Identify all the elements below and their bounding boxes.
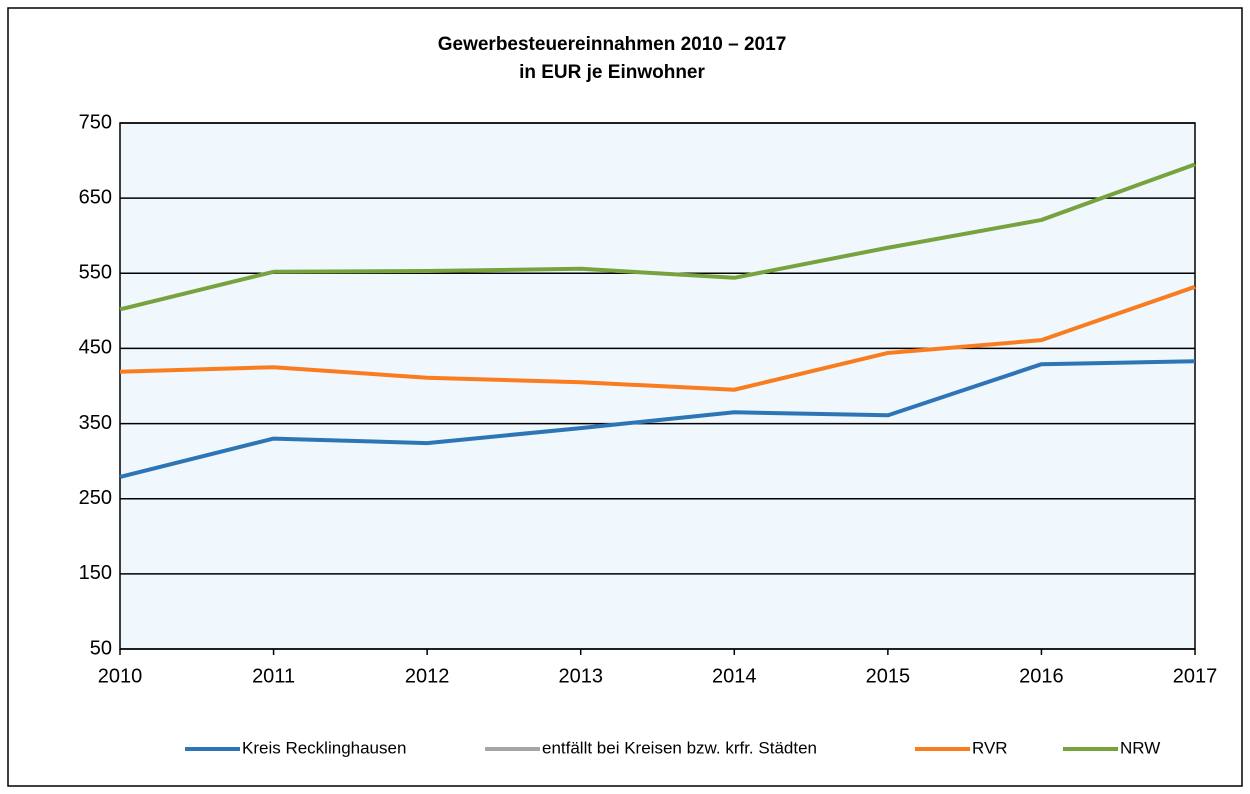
legend-label: entfällt bei Kreisen bzw. krfr. Städten: [542, 738, 817, 757]
y-tick-label: 350: [79, 412, 112, 434]
data-line: [119, 284, 1196, 392]
y-tick-label: 250: [79, 487, 112, 509]
x-tick-label: 2013: [558, 665, 603, 687]
y-tick-label: 50: [90, 637, 112, 659]
plot-border: [119, 122, 1196, 650]
x-tick-label: 2014: [712, 665, 757, 687]
legend-label: NRW: [1120, 738, 1160, 757]
x-tick-label: 2012: [405, 665, 450, 687]
y-tick-label: 550: [79, 262, 112, 284]
x-tick-label: 2015: [866, 665, 911, 687]
y-tick-label: 650: [79, 186, 112, 208]
y-tick-label: 750: [79, 111, 112, 133]
legend-label: Kreis Recklinghausen: [242, 738, 406, 757]
data-line: [119, 359, 1196, 479]
x-tick-label: 2016: [1019, 665, 1064, 687]
chart-title: Gewerbesteuereinnahmen 2010 – 2017: [438, 34, 787, 55]
y-tick-label: 450: [79, 337, 112, 359]
x-tick-label: 2010: [98, 665, 143, 687]
x-tick-label: 2017: [1173, 665, 1218, 687]
data-line: [119, 162, 1196, 312]
y-tick-label: 150: [79, 562, 112, 584]
chart-subtitle: in EUR je Einwohner: [519, 62, 705, 83]
legend-label: RVR: [972, 738, 1008, 757]
x-tick-label: 2011: [252, 665, 295, 687]
